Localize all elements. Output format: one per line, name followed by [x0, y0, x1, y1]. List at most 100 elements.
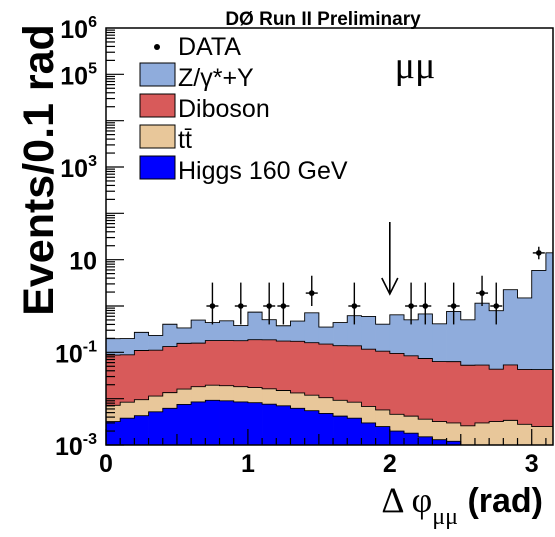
data-marker [493, 303, 500, 309]
y-tick-label: 10-3 [55, 431, 97, 461]
bin-tt [517, 424, 533, 445]
x-tick-label: 0 [99, 450, 113, 478]
chart-title: DØ Run II Preliminary [225, 9, 421, 30]
data-point [263, 282, 276, 325]
data-point [532, 246, 545, 260]
data-marker [536, 250, 542, 256]
data-point [305, 275, 318, 306]
bin-higgs-160-gev [318, 413, 334, 445]
bin-higgs-160-gev [191, 401, 206, 445]
y-axis-title: Events/0.1 rad [15, 24, 63, 316]
bin-higgs-160-gev [162, 408, 178, 445]
y-tick-label: 106 [60, 14, 97, 44]
data-marker [479, 290, 485, 296]
bin-diboson [460, 365, 476, 445]
data-points [206, 246, 545, 325]
data-marker [450, 303, 457, 309]
bin-higgs-160-gev [276, 405, 291, 445]
data-marker [351, 303, 358, 309]
bin-higgs-160-gev [361, 422, 376, 445]
bin-tt [489, 421, 504, 445]
data-point [206, 282, 219, 325]
data-marker [422, 303, 429, 309]
outline-z [105, 252, 553, 445]
legend-marker-data [154, 44, 160, 50]
data-marker [308, 290, 315, 296]
bin-tt [446, 422, 462, 445]
bin-higgs-160-gev [333, 416, 348, 445]
data-marker [209, 303, 216, 309]
legend-swatch-z [139, 62, 176, 87]
legend-label-tt: tt̄ [178, 126, 192, 154]
bin-higgs-160-gev [446, 441, 462, 445]
data-point [405, 282, 418, 325]
stacked-histogram [105, 252, 554, 446]
x-tick-label: 2 [383, 450, 397, 478]
bin-higgs-160-gev [404, 433, 419, 445]
bin-higgs-160-gev [262, 404, 277, 445]
bin-higgs-160-gev [148, 411, 164, 445]
x-tick-label: 1 [241, 450, 255, 478]
legend-label-higgs-160-gev: Higgs 160 GeV [178, 157, 348, 185]
legend-label-data: DATA [178, 33, 241, 61]
data-point [348, 282, 361, 325]
bin-tt [503, 420, 518, 445]
plot-frame [105, 27, 554, 446]
x-axis-title-unit: (rad) [458, 482, 543, 520]
data-marker [238, 303, 244, 309]
legend-swatch-higgs-160-gev [139, 155, 176, 180]
bin-higgs-160-gev [205, 400, 220, 445]
bin-higgs-160-gev [176, 404, 192, 445]
y-tick-label: 103 [60, 153, 97, 183]
data-point [476, 275, 489, 306]
bin-higgs-160-gev [219, 400, 235, 445]
bin-higgs-160-gev [290, 408, 306, 445]
bin-tt [545, 426, 554, 445]
y-tick-label: 105 [60, 60, 97, 90]
bin-higgs-160-gev [375, 426, 391, 445]
data-point [447, 282, 460, 325]
bin-higgs-160-gev [432, 439, 447, 445]
data-point [277, 282, 290, 325]
outline-diboson [105, 339, 553, 445]
bin-higgs-160-gev [247, 402, 263, 445]
legend-label-z: Z/γ*+Υ [178, 64, 254, 92]
data-marker [280, 303, 287, 309]
bin-higgs-160-gev [134, 415, 149, 445]
bin-z [545, 252, 554, 445]
arrow-head [381, 277, 399, 296]
x-tick-label: 3 [525, 450, 539, 478]
bin-higgs-160-gev [106, 421, 121, 445]
data-marker [408, 303, 414, 309]
axis-ticks: 0 1 2 3 10-3 10-1 10 103 105 106 [55, 14, 547, 478]
bin-higgs-160-gev [120, 418, 135, 445]
bin-higgs-160-gev [347, 418, 362, 445]
legend-swatch-tt [139, 124, 176, 149]
bin-higgs-160-gev [418, 436, 433, 445]
outline-tt [105, 384, 553, 445]
cut-arrow [381, 222, 399, 296]
y-tick-label: 10-1 [55, 338, 97, 368]
bin-tt [531, 426, 547, 445]
legend: DATA Z/γ*+Υ Diboson tt̄ Higgs 160 GeV [139, 33, 348, 185]
x-axis-title-symbol: Δ φ [381, 480, 432, 520]
data-marker [266, 303, 272, 309]
x-axis-title: Δ φμμ (rad) [381, 480, 543, 530]
bin-higgs-160-gev [233, 401, 249, 445]
bin-higgs-160-gev [389, 431, 405, 445]
channel-label: μμ [395, 45, 436, 87]
data-point [490, 282, 503, 325]
bin-tt [432, 421, 447, 445]
y-tick-label: 10 [69, 248, 97, 276]
legend-label-diboson: Diboson [178, 95, 270, 123]
bin-tt [474, 422, 490, 445]
plot-border [105, 27, 554, 446]
data-point [419, 282, 432, 325]
bin-diboson [545, 369, 554, 445]
data-point [234, 282, 247, 325]
legend-swatch-diboson [139, 93, 176, 118]
bin-tt [460, 425, 476, 445]
svg-text:Δ φμμ (rad): Δ φμμ (rad) [381, 480, 543, 530]
bin-higgs-160-gev [304, 410, 320, 445]
